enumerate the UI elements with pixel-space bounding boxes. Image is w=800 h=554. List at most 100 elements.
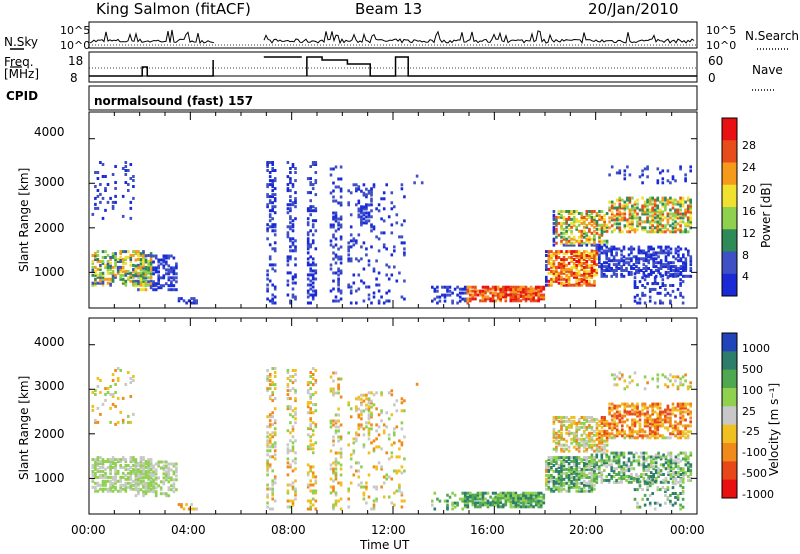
power-cell — [306, 237, 310, 241]
velocity-cell — [314, 491, 318, 495]
velocity-cell — [631, 434, 634, 438]
power-cell — [334, 237, 338, 241]
velocity-cell — [636, 406, 639, 410]
power-cell — [572, 265, 576, 269]
velocity-cell — [567, 418, 571, 421]
velocity-cell — [306, 427, 310, 431]
velocity-cell — [620, 478, 623, 482]
power-cell — [555, 227, 558, 231]
velocity-cell — [656, 426, 660, 430]
velocity-cell — [628, 412, 632, 416]
velocity-cell — [365, 421, 368, 425]
power-cell — [610, 230, 614, 234]
velocity-cell — [339, 467, 343, 471]
velocity-cell — [129, 487, 133, 491]
power-cell — [684, 208, 687, 212]
power-cell — [610, 206, 614, 210]
velocity-cell — [595, 478, 599, 482]
power-cell — [309, 165, 312, 168]
velocity-cell — [522, 496, 525, 500]
velocity-cell — [615, 406, 619, 410]
power-cell — [532, 287, 535, 291]
power-cell — [664, 202, 667, 206]
power-cell — [631, 206, 634, 210]
velocity-cell — [618, 432, 622, 436]
velocity-cell — [638, 412, 642, 416]
power-cell — [570, 229, 573, 233]
velocity-cell — [656, 414, 660, 418]
power-cell — [382, 191, 386, 195]
power-cell — [165, 268, 168, 272]
velocity-cell — [577, 471, 581, 475]
velocity-cell — [641, 404, 644, 408]
velocity-cell — [674, 426, 677, 430]
power-cell — [357, 233, 361, 237]
power-cell — [534, 293, 538, 297]
velocity-cell — [643, 422, 647, 426]
power-cell — [273, 199, 277, 203]
velocity-cell — [583, 489, 586, 493]
velocity-cell — [560, 435, 563, 439]
velocity-cell — [271, 445, 274, 449]
power-cell — [501, 288, 505, 292]
power-cell — [413, 181, 416, 185]
velocity-cell — [132, 469, 135, 473]
velocity-cell — [170, 488, 173, 492]
velocity-cell — [357, 483, 361, 487]
power-cell — [314, 269, 318, 273]
velocity-cell — [91, 471, 95, 475]
velocity-cell — [289, 505, 292, 509]
velocity-cell — [608, 402, 611, 406]
power-cell — [458, 291, 462, 295]
power-cell — [372, 291, 376, 295]
power-cell — [555, 265, 558, 269]
velocity-cell — [593, 456, 596, 460]
power-cell — [681, 230, 685, 234]
power-cell — [648, 202, 652, 206]
velocity-cell — [121, 420, 125, 424]
power-cell — [567, 269, 571, 273]
velocity-cell — [167, 476, 171, 480]
velocity-cell — [142, 472, 145, 476]
velocity-cell — [286, 473, 290, 477]
power-cell — [91, 269, 95, 273]
power-cell — [628, 214, 632, 218]
power-cell — [451, 301, 454, 305]
power-cell — [96, 273, 100, 277]
velocity-cell — [463, 493, 467, 497]
power-cell — [560, 227, 563, 231]
power-cell — [291, 281, 295, 285]
power-cell — [362, 211, 366, 215]
power-cell — [542, 293, 546, 297]
velocity-cell — [309, 393, 312, 397]
power-cell — [638, 222, 642, 226]
power-cell — [557, 271, 561, 275]
velocity-cell — [104, 467, 107, 471]
power-cell — [659, 249, 663, 253]
power-cell — [612, 259, 616, 263]
power-cell — [674, 267, 678, 270]
velocity-cell — [329, 463, 333, 467]
velocity-cell — [621, 416, 624, 420]
power-cell — [266, 237, 269, 241]
power-cell — [669, 251, 673, 255]
velocity-cell — [314, 391, 318, 395]
velocity-cell — [109, 487, 112, 491]
velocity-cell — [362, 443, 366, 447]
power-cell — [600, 274, 604, 278]
velocity-cell — [129, 483, 133, 487]
power-cell — [337, 269, 340, 273]
power-cell — [154, 284, 158, 288]
power-cell — [583, 277, 586, 281]
velocity-cell — [329, 449, 333, 453]
power-cell — [294, 263, 297, 267]
power-cell — [570, 273, 573, 277]
velocity-cell — [152, 484, 155, 488]
power-cell — [111, 200, 115, 204]
power-cell — [352, 243, 356, 247]
power-cell — [580, 215, 584, 219]
power-cell — [268, 199, 272, 203]
power-cell — [656, 282, 660, 286]
velocity-cell — [659, 473, 663, 476]
velocity-cell — [659, 471, 663, 475]
